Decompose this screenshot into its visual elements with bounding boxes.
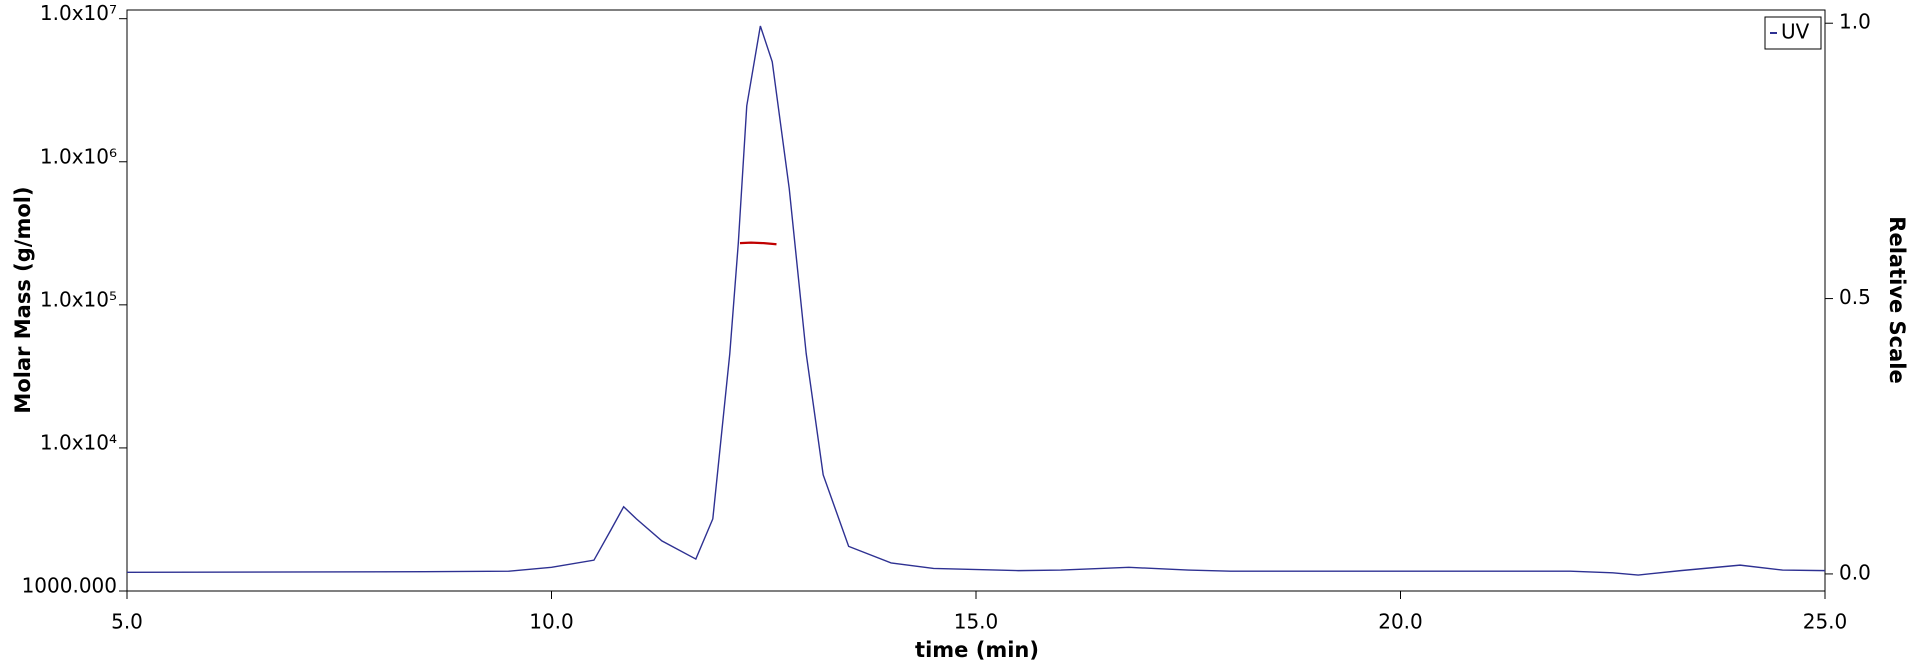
x-tick-label: 25.0 (1803, 610, 1848, 634)
y2-tick-label: 0.0 (1839, 560, 1871, 584)
series-line (126, 25, 1826, 576)
y-tick-label: 1.0x10⁵ (40, 287, 117, 311)
y2-tick-label: 0.5 (1839, 285, 1871, 309)
y-tick-label: 1.0x10⁷ (40, 1, 117, 25)
x-tick-label: 10.0 (529, 610, 574, 634)
x-tick-label: 5.0 (111, 610, 143, 634)
y2-tick-label: 1.0 (1839, 10, 1871, 34)
x-axis-title: time (min) (915, 638, 1039, 662)
y-axis-title: Molar Mass (g/mol) (11, 186, 35, 413)
legend-label: UV (1781, 20, 1810, 44)
x-tick-label: 15.0 (954, 610, 999, 634)
y-tick-label: 1.0x10⁶ (40, 144, 117, 168)
y2-axis-title: Relative Scale (1885, 216, 1909, 383)
series-line (739, 241, 777, 246)
y-tick-label: 1.0x10⁴ (40, 430, 117, 454)
plot-frame (126, 9, 1826, 592)
x-tick-label: 20.0 (1378, 610, 1423, 634)
y-tick-label: 1000.000 (22, 574, 117, 598)
